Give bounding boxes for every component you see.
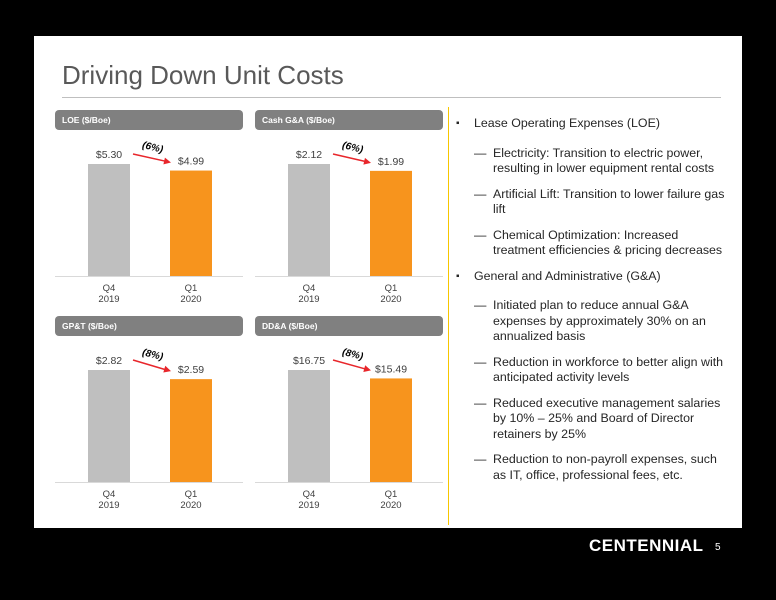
data-label: $2.59: [178, 364, 204, 376]
sub-bullet-marker: —: [474, 354, 487, 369]
chart-panel-dda: DD&A ($/Boe) $16.75 Q4 2019 $15.49 Q1 2020 (8%…: [255, 316, 443, 516]
bar-q4-2019: [88, 370, 130, 482]
sub-bullet-marker: —: [474, 395, 487, 410]
company-logo: CENTENNIAL: [589, 536, 704, 555]
bullet-marker: ▪: [456, 270, 460, 282]
sub-bullet-item: — Artificial Lift: Transition to lower fa…: [456, 187, 726, 218]
sub-bullet-item: — Electricity: Transition to electric pow…: [456, 146, 726, 177]
bar-q4-2019: [288, 370, 330, 482]
sub-bullet-marker: —: [474, 145, 487, 160]
data-label: $1.99: [378, 156, 404, 168]
title-divider: [62, 97, 721, 98]
chart-title: Cash G&A ($/Boe): [255, 110, 443, 130]
sub-bullet-item: — Chemical Optimization: Increased treatm…: [456, 228, 726, 259]
sub-bullet-item: — Reduced executive management salaries b…: [456, 396, 726, 443]
x-tick-label: Q1: [185, 283, 198, 294]
x-tick-label: 2020: [380, 294, 401, 305]
bullet-item: ▪ General and Administrative (G&A): [456, 269, 726, 285]
chart-panel-gpt: GP&T ($/Boe) $2.82 Q4 2019 $2.59 Q1 2020 (8%): [55, 316, 243, 516]
sub-bullet-marker: —: [474, 452, 487, 466]
x-tick-label: 2020: [180, 500, 201, 511]
bar-q1-2020: [170, 170, 212, 276]
bar-q1-2020: [370, 170, 412, 276]
x-tick-label: Q1: [385, 283, 398, 294]
sub-bullet-marker: —: [474, 298, 487, 312]
sub-bullet-text: Reduction to non-payroll expenses, such …: [493, 452, 717, 482]
bar-q4-2019: [88, 164, 130, 276]
data-label: $15.49: [375, 363, 407, 375]
sub-bullet-text: Electricity: Transition to electric powe…: [493, 145, 715, 176]
x-tick-label: Q4: [103, 283, 116, 294]
bar-q1-2020: [370, 378, 412, 482]
chart-title: GP&T ($/Boe): [55, 316, 243, 336]
sub-bullet-text: Reduced executive management salaries by…: [493, 395, 721, 441]
x-tick-label: 2019: [298, 294, 319, 305]
sub-bullet-item: — Reduction in workforce to better align …: [456, 355, 726, 386]
sub-bullet-text: Chemical Optimization: Increased treatme…: [493, 227, 723, 258]
sub-bullet-marker: —: [474, 186, 487, 201]
x-tick-label: 2019: [98, 294, 119, 305]
chart-title: LOE ($/Boe): [55, 110, 243, 130]
change-arrow: [332, 153, 371, 165]
x-tick-label: Q1: [185, 489, 198, 500]
sub-bullet-item: — Reduction to non-payroll expenses, such…: [456, 452, 726, 483]
data-label: $16.75: [293, 355, 325, 367]
change-label: (6%): [341, 140, 365, 156]
chart-title: DD&A ($/Boe): [255, 316, 443, 336]
bullet-item: ▪ Lease Operating Expenses (LOE): [456, 116, 726, 132]
page-title: Driving Down Unit Costs: [62, 60, 344, 90]
bullet-marker: ▪: [456, 118, 460, 129]
bar-q1-2020: [170, 379, 212, 482]
chart-panel-cash-ga: Cash G&A ($/Boe) $2.12 Q4 2019 $1.99 Q1 2020 (…: [255, 110, 443, 310]
change-arrow: [132, 153, 171, 165]
data-label: $5.30: [96, 149, 122, 161]
sub-bullet-text: Artificial Lift: Transition to lower fai…: [493, 186, 725, 217]
change-label: (8%): [141, 347, 165, 363]
data-label: $2.12: [296, 149, 322, 161]
x-tick-label: Q4: [103, 489, 116, 500]
sub-bullet-text: Initiated plan to reduce annual G&A expe…: [493, 298, 706, 343]
data-label: $2.82: [96, 355, 122, 367]
x-tick-label: 2020: [180, 294, 201, 305]
x-tick-label: 2019: [298, 500, 319, 511]
sub-bullet-item: — Initiated plan to reduce annual G&A exp…: [456, 298, 726, 345]
bullet-text: General and Administrative (G&A): [474, 268, 661, 283]
change-arrow: [132, 359, 171, 373]
x-tick-label: 2019: [98, 500, 119, 511]
change-label: (8%): [341, 347, 365, 363]
page-number: 5: [715, 542, 721, 553]
change-label: (6%): [141, 140, 165, 156]
bar-q4-2019: [288, 164, 330, 276]
vertical-divider: [448, 107, 449, 525]
bullet-text: Lease Operating Expenses (LOE): [474, 116, 660, 130]
data-label: $4.99: [178, 156, 204, 168]
change-arrow: [332, 359, 371, 372]
bullet-list: ▪ Lease Operating Expenses (LOE) — Electric…: [456, 116, 726, 493]
x-tick-label: Q4: [303, 283, 316, 294]
x-tick-label: Q4: [303, 489, 316, 500]
sub-bullet-marker: —: [474, 227, 487, 242]
x-tick-label: 2020: [380, 500, 401, 511]
chart-panel-loe: LOE ($/Boe) $5.30 Q4 2019 $4.99 Q1 2020 (6%): [55, 110, 243, 310]
sub-bullet-text: Reduction in workforce to better align w…: [493, 354, 724, 385]
x-tick-label: Q1: [385, 489, 398, 500]
